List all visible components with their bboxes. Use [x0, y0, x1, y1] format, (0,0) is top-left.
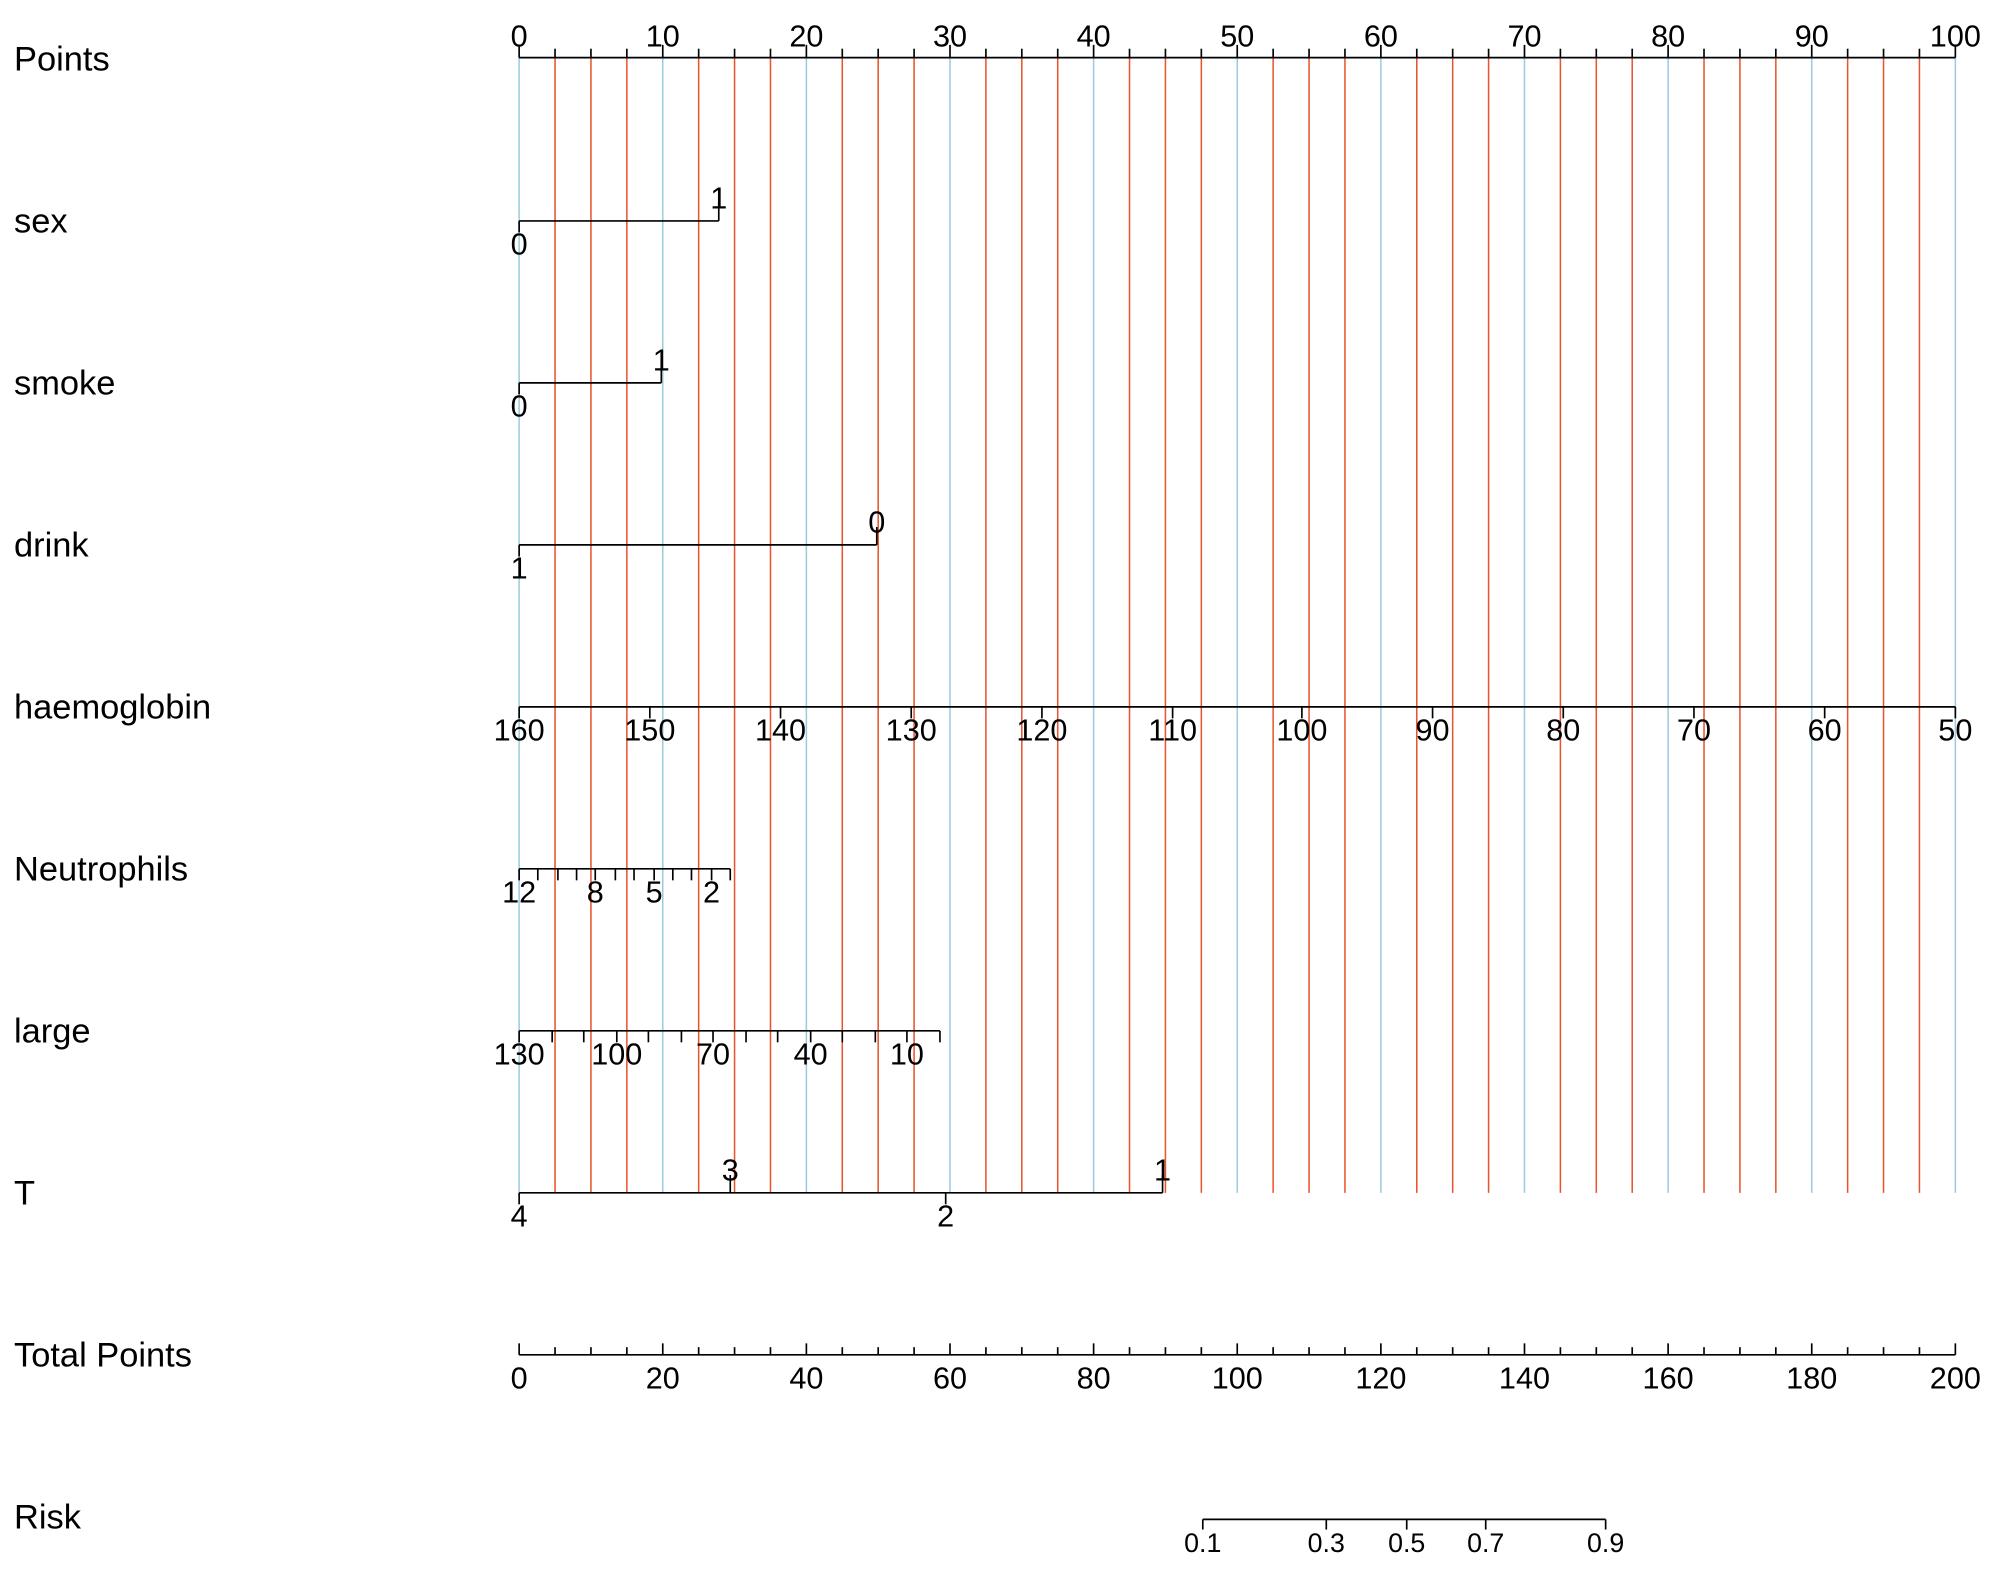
tick-label: 0.1 — [1184, 1528, 1221, 1558]
tick-label: 1 — [653, 344, 670, 378]
tick-label: 140 — [1499, 1361, 1550, 1395]
tick-label: 1 — [710, 182, 727, 216]
tick-label: 0 — [868, 506, 885, 540]
tick-label: 50 — [1220, 20, 1254, 54]
tick-label: 4 — [511, 1199, 528, 1233]
tick-label: 180 — [1786, 1361, 1837, 1395]
tick-label: 5 — [646, 875, 663, 909]
tick-label: 0.3 — [1308, 1528, 1345, 1558]
tick-label: 1 — [1154, 1154, 1171, 1188]
row-label: drink — [14, 527, 89, 565]
row-label: Points — [14, 41, 110, 79]
tick-label: 160 — [1643, 1361, 1694, 1395]
tick-label: 120 — [1355, 1361, 1406, 1395]
tick-label: 20 — [789, 20, 823, 54]
tick-label: 0 — [511, 20, 528, 54]
row-label: Neutrophils — [14, 851, 188, 889]
tick-label: 100 — [1276, 713, 1327, 747]
tick-label: 0.9 — [1587, 1528, 1624, 1558]
tick-label: 20 — [646, 1361, 680, 1395]
tick-label: 0 — [511, 228, 528, 262]
tick-label: 40 — [789, 1361, 823, 1395]
row-label: Total Points — [14, 1336, 192, 1374]
tick-label: 80 — [1546, 713, 1580, 747]
tick-label: 2 — [703, 875, 720, 909]
tick-label: 120 — [1016, 713, 1067, 747]
tick-label: 1 — [511, 551, 528, 585]
tick-label: 60 — [1808, 713, 1842, 747]
tick-label: 100 — [1930, 20, 1981, 54]
tick-label: 60 — [1364, 20, 1398, 54]
row-label: haemoglobin — [14, 689, 211, 727]
tick-label: 40 — [1077, 20, 1111, 54]
tick-label: 3 — [722, 1154, 739, 1188]
tick-label: 0.7 — [1467, 1528, 1504, 1558]
tick-label: 70 — [1677, 713, 1711, 747]
tick-label: 0 — [511, 1361, 528, 1395]
tick-label: 100 — [1212, 1361, 1263, 1395]
row-label: Risk — [14, 1498, 82, 1536]
tick-label: 70 — [696, 1037, 730, 1071]
tick-label: 2 — [937, 1199, 954, 1233]
tick-label: 140 — [755, 713, 806, 747]
tick-label: 50 — [1938, 713, 1972, 747]
tick-label: 130 — [886, 713, 937, 747]
tick-label: 60 — [933, 1361, 967, 1395]
tick-label: 0 — [511, 389, 528, 423]
row-label: smoke — [14, 365, 115, 403]
row-label: large — [14, 1012, 91, 1050]
row-label: T — [14, 1174, 35, 1212]
tick-label: 200 — [1930, 1361, 1981, 1395]
tick-label: 160 — [494, 713, 545, 747]
tick-label: 150 — [624, 713, 675, 747]
tick-label: 10 — [890, 1037, 924, 1071]
tick-label: 80 — [1651, 20, 1685, 54]
tick-label: 90 — [1416, 713, 1450, 747]
tick-label: 100 — [591, 1037, 642, 1071]
tick-label: 30 — [933, 20, 967, 54]
tick-label: 110 — [1148, 713, 1197, 747]
row-label: sex — [14, 203, 68, 241]
tick-label: 130 — [494, 1037, 545, 1071]
tick-label: 10 — [646, 20, 680, 54]
tick-label: 40 — [794, 1037, 828, 1071]
tick-label: 8 — [587, 875, 604, 909]
tick-label: 12 — [502, 875, 536, 909]
tick-label: 0.5 — [1388, 1528, 1425, 1558]
tick-label: 80 — [1077, 1361, 1111, 1395]
tick-label: 70 — [1507, 20, 1541, 54]
tick-label: 90 — [1795, 20, 1829, 54]
